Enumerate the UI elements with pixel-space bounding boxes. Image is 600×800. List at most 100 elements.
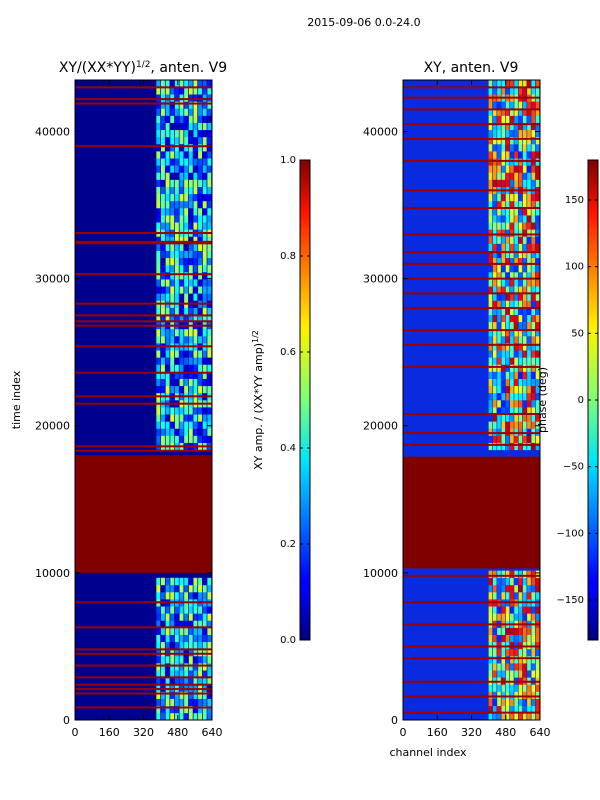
heatmap-cell bbox=[184, 257, 189, 266]
heatmap-cell bbox=[188, 705, 193, 714]
heatmap-cell bbox=[501, 314, 506, 323]
heatmap-cell bbox=[170, 357, 175, 365]
heatmap-cell bbox=[170, 350, 175, 358]
heatmap-cell bbox=[505, 336, 510, 344]
heatmap-cell bbox=[170, 606, 175, 614]
heatmap-cell bbox=[497, 108, 501, 116]
heatmap-cell bbox=[510, 250, 514, 259]
heatmap-cell bbox=[165, 172, 170, 180]
heatmap-cell bbox=[179, 620, 184, 628]
heatmap-cell bbox=[518, 656, 523, 664]
heatmap-cell bbox=[527, 236, 531, 244]
heatmap-cell bbox=[522, 87, 527, 95]
heatmap-cell bbox=[179, 307, 184, 315]
heatmap-cell bbox=[193, 193, 198, 202]
heatmap-cell bbox=[160, 236, 165, 244]
heatmap-cell bbox=[505, 80, 510, 88]
heatmap-cell bbox=[518, 648, 523, 657]
heatmap-cell bbox=[531, 442, 536, 451]
heatmap-cell bbox=[193, 584, 198, 593]
heatmap-cell bbox=[522, 321, 527, 330]
heatmap-cell bbox=[535, 136, 540, 145]
heatmap-cell bbox=[174, 336, 179, 344]
heatmap-cell bbox=[193, 115, 198, 123]
heatmap-cell bbox=[518, 371, 523, 379]
heatmap-cell bbox=[198, 584, 203, 593]
heatmap-cell bbox=[165, 186, 170, 195]
heatmap-cell bbox=[492, 222, 497, 230]
heatmap-cell bbox=[488, 656, 493, 664]
heatmap-cell bbox=[156, 108, 161, 116]
heatmap-cell bbox=[174, 620, 179, 628]
heatmap-cell bbox=[188, 670, 193, 678]
heatmap-cell bbox=[522, 179, 527, 187]
left-ylabel: time index bbox=[10, 370, 23, 429]
heatmap-cell bbox=[535, 684, 540, 692]
heatmap-cell bbox=[527, 215, 531, 223]
heatmap-cell bbox=[501, 400, 506, 408]
heatmap-cell bbox=[165, 200, 170, 209]
heatmap-cell bbox=[527, 400, 531, 408]
heatmap-cell bbox=[160, 257, 165, 266]
heatmap-cell bbox=[202, 350, 207, 358]
heatmap-cell bbox=[531, 592, 536, 600]
heatmap-cell bbox=[535, 293, 540, 301]
heatmap-cell bbox=[522, 421, 527, 429]
heatmap-cell bbox=[501, 243, 506, 251]
heatmap-cell bbox=[179, 158, 184, 166]
heatmap-cell bbox=[527, 378, 531, 387]
heatmap-cell bbox=[488, 350, 493, 358]
heatmap-cell bbox=[202, 656, 207, 664]
heatmap-cell bbox=[492, 656, 497, 664]
heatmap-cell bbox=[522, 172, 527, 180]
heatmap-cell bbox=[514, 286, 518, 294]
heatmap-cell bbox=[174, 293, 179, 301]
heatmap-cell bbox=[188, 414, 193, 422]
heatmap-cell bbox=[522, 343, 527, 351]
heatmap-cell bbox=[492, 712, 497, 720]
heatmap-cell bbox=[207, 179, 212, 187]
heatmap-cell bbox=[527, 321, 531, 330]
heatmap-cell bbox=[497, 392, 501, 401]
heatmap-cell bbox=[165, 584, 170, 593]
heatmap-cell bbox=[188, 627, 193, 635]
heatmap-cell bbox=[188, 385, 193, 394]
heatmap-cell bbox=[510, 648, 514, 657]
heatmap-cell bbox=[202, 172, 207, 180]
heatmap-cell bbox=[514, 663, 518, 671]
heatmap-cell bbox=[522, 229, 527, 237]
heatmap-cell bbox=[179, 584, 184, 593]
heatmap-cell bbox=[505, 264, 510, 273]
heatmap-cell bbox=[202, 606, 207, 614]
heatmap-cell bbox=[492, 350, 497, 358]
heatmap-cell bbox=[518, 172, 523, 180]
heatmap-cell bbox=[174, 613, 179, 621]
heatmap-cell bbox=[518, 136, 523, 145]
heatmap-cell bbox=[198, 421, 203, 429]
heatmap-cell bbox=[505, 684, 510, 692]
heatmap-cell bbox=[160, 421, 165, 429]
heatmap-cell bbox=[202, 193, 207, 202]
heatmap-cell bbox=[170, 712, 175, 720]
heatmap-cell bbox=[514, 293, 518, 301]
heatmap-cell bbox=[514, 314, 518, 323]
heatmap-cell bbox=[488, 286, 493, 294]
heatmap-cell bbox=[535, 222, 540, 230]
heatmap-cell bbox=[492, 691, 497, 699]
heatmap-cell bbox=[535, 300, 540, 308]
heatmap-cell bbox=[188, 122, 193, 131]
heatmap-cell bbox=[492, 243, 497, 251]
heatmap-cell bbox=[193, 712, 198, 720]
heatmap-cell bbox=[184, 364, 189, 372]
heatmap-cell bbox=[174, 264, 179, 273]
heatmap-cell bbox=[488, 257, 493, 266]
heatmap-cell bbox=[184, 122, 189, 131]
heatmap-cell bbox=[518, 108, 523, 116]
heatmap-cell bbox=[497, 385, 501, 394]
heatmap-cell bbox=[193, 179, 198, 187]
heatmap-cell bbox=[501, 172, 506, 180]
heatmap-cell bbox=[488, 577, 493, 586]
heatmap-cell bbox=[535, 378, 540, 387]
heatmap-cell bbox=[488, 87, 493, 95]
heatmap-cell bbox=[174, 670, 179, 678]
